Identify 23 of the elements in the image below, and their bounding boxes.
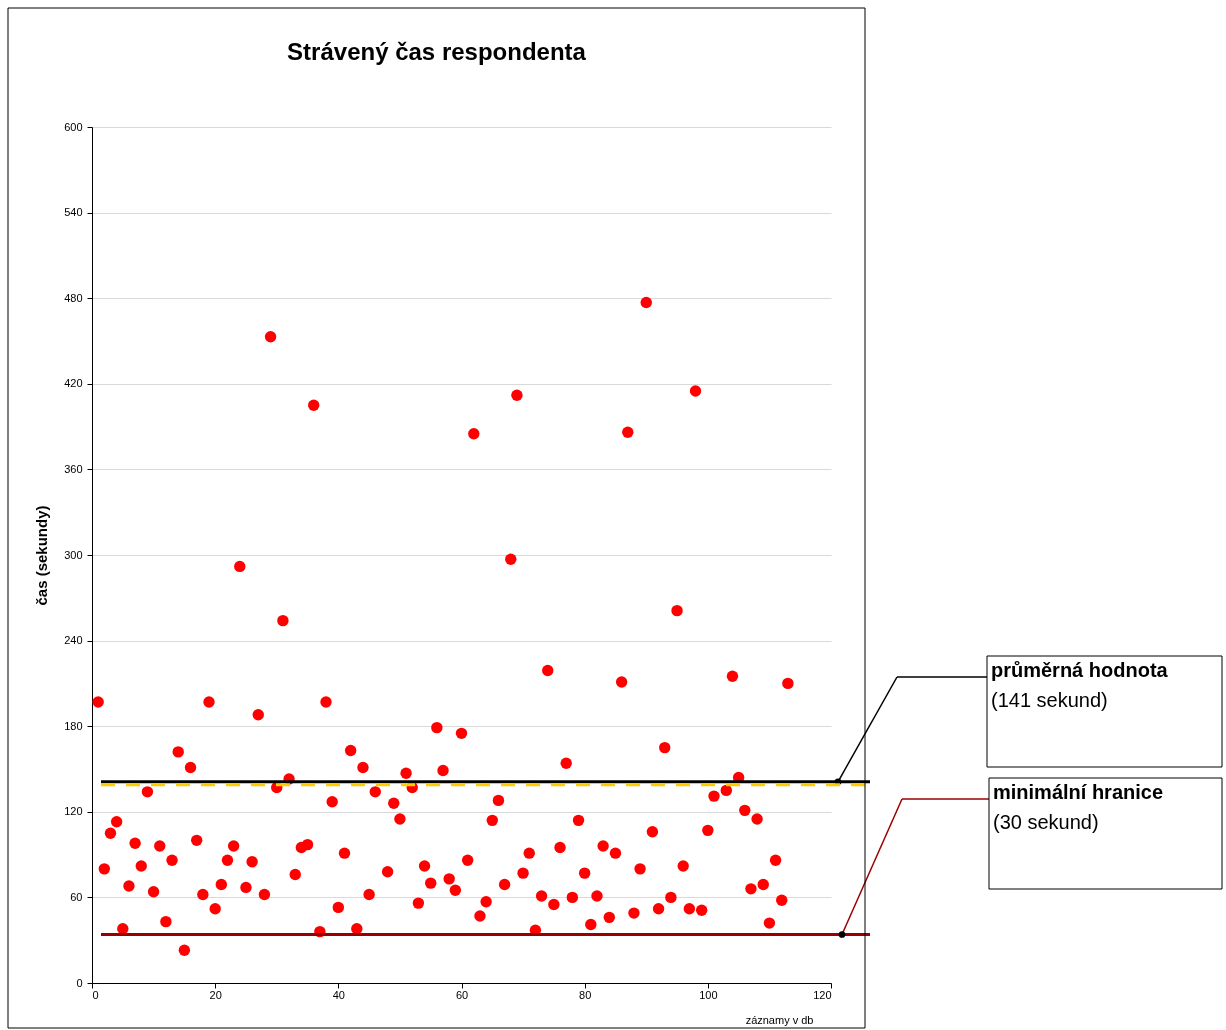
y-tick-label: 300 bbox=[64, 548, 83, 561]
y-tick-label: 120 bbox=[64, 805, 83, 818]
y-axis-title: čas (sekundy) bbox=[33, 505, 51, 606]
y-tick-label: 600 bbox=[64, 120, 83, 133]
x-tick-label: 100 bbox=[699, 988, 718, 1001]
y-tick-label: 240 bbox=[64, 634, 83, 647]
legend-label: průměrná hodnota (141 sekund) bbox=[991, 659, 1169, 711]
x-tick-label: 20 bbox=[209, 988, 222, 1001]
legend-label: minimální hranice (30 sekund) bbox=[993, 781, 1164, 833]
x-tick-label: 40 bbox=[332, 988, 345, 1001]
y-tick-label: 540 bbox=[64, 206, 83, 219]
y-tick-label: 60 bbox=[70, 890, 83, 903]
y-tick-label: 420 bbox=[64, 377, 83, 390]
x-tick-label: 0 bbox=[92, 988, 99, 1001]
x-tick-label: 120 bbox=[813, 988, 832, 1001]
y-tick-label: 180 bbox=[64, 719, 83, 732]
y-tick-label: 480 bbox=[64, 291, 83, 304]
y-tick-label: 360 bbox=[64, 462, 83, 475]
x-tick-label: 60 bbox=[455, 988, 469, 1001]
y-tick-label: 0 bbox=[76, 976, 83, 989]
x-axis-title: záznamy v db bbox=[745, 1013, 814, 1026]
chart-title: Strávený čas respondenta bbox=[287, 37, 587, 65]
x-tick-label: 80 bbox=[579, 988, 592, 1001]
